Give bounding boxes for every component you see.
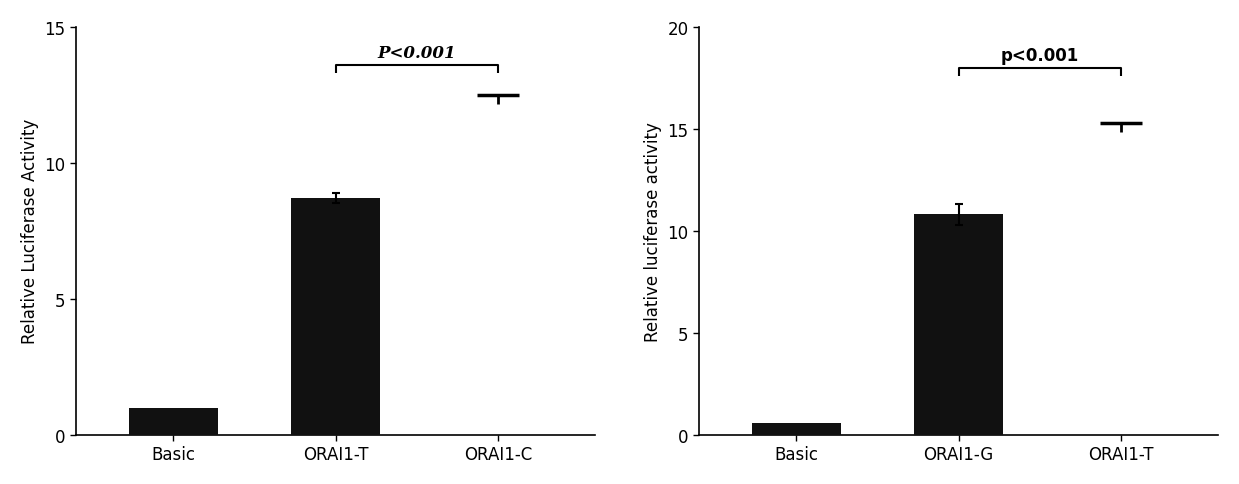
Text: p<0.001: p<0.001 — [1001, 46, 1079, 64]
Y-axis label: Relative Luciferase Activity: Relative Luciferase Activity — [21, 119, 38, 344]
Bar — [291, 199, 380, 435]
Bar — [129, 408, 218, 435]
Text: P<0.001: P<0.001 — [378, 45, 456, 61]
Bar — [752, 423, 841, 435]
Y-axis label: Relative luciferase activity: Relative luciferase activity — [644, 121, 662, 341]
Bar — [914, 215, 1004, 435]
